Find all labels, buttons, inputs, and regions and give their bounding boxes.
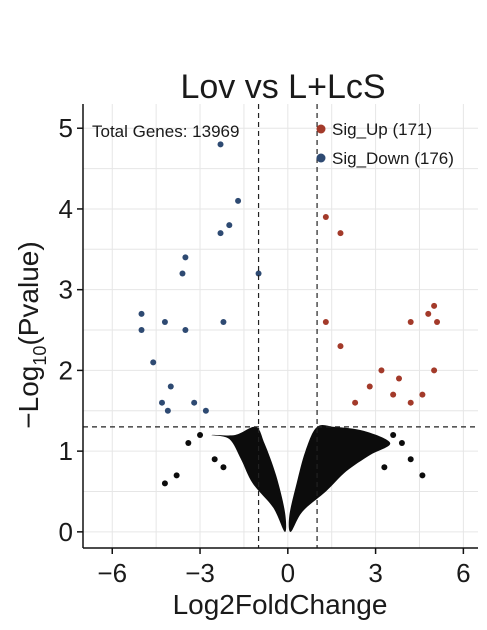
- point-ns: [161, 480, 168, 487]
- ns-cloud-left: [211, 426, 287, 532]
- point-ns: [220, 464, 227, 471]
- point-up: [337, 230, 344, 237]
- point-down: [235, 197, 242, 204]
- x-tick-label: 6: [456, 558, 470, 588]
- point-down: [159, 399, 165, 406]
- point-up: [390, 391, 397, 398]
- point-up: [431, 302, 438, 309]
- point-ns: [398, 440, 405, 447]
- point-up: [396, 375, 402, 382]
- point-down: [179, 270, 186, 277]
- legend-label-down: Sig_Down (176): [332, 149, 454, 168]
- point-up: [419, 391, 426, 398]
- nonsignificant-clouds: [211, 424, 391, 532]
- y-axis-title-suffix: (Pvalue): [13, 241, 44, 345]
- point-up: [434, 318, 441, 325]
- total-genes-annotation: Total Genes: 13969: [92, 122, 239, 141]
- point-up: [322, 214, 329, 221]
- point-ns: [211, 456, 218, 463]
- point-ns: [390, 431, 397, 438]
- point-up: [322, 318, 329, 325]
- y-tick-label: 2: [59, 355, 73, 385]
- legend-marker-down: [316, 153, 326, 163]
- point-ns: [360, 452, 367, 459]
- point-ns: [185, 440, 192, 447]
- y-tick-label: 1: [59, 436, 73, 466]
- grid-lines: [83, 104, 478, 548]
- point-down: [202, 407, 209, 414]
- point-down: [255, 270, 262, 277]
- x-axis-title: Log2FoldChange: [173, 589, 388, 620]
- point-down: [226, 222, 233, 229]
- point-ns: [197, 431, 204, 438]
- threshold-lines: [83, 104, 478, 548]
- point-down: [217, 230, 224, 237]
- point-down: [182, 327, 189, 334]
- point-down: [167, 383, 174, 390]
- x-tick-label: −3: [185, 558, 215, 588]
- point-ns: [381, 464, 388, 471]
- y-axis-title: −Log10(Pvalue): [13, 241, 50, 428]
- point-down: [182, 254, 189, 261]
- ns-cloud-right: [288, 424, 391, 532]
- point-up: [431, 367, 438, 374]
- points-layer: [138, 141, 441, 487]
- point-up: [407, 318, 414, 325]
- point-ns: [407, 456, 414, 463]
- point-down: [161, 318, 168, 325]
- y-tick-label: 4: [59, 194, 73, 224]
- chart-title: Lov vs L+LcS: [180, 68, 385, 106]
- x-tick-label: −6: [97, 558, 127, 588]
- axes-frame: [82, 104, 478, 549]
- point-down: [164, 407, 171, 414]
- point-up: [366, 383, 373, 390]
- point-up: [378, 367, 385, 374]
- point-down: [150, 359, 157, 366]
- y-tick-label: 0: [59, 517, 73, 547]
- point-ns: [173, 472, 180, 479]
- point-down: [138, 310, 145, 317]
- point-up: [337, 343, 344, 350]
- point-up: [425, 310, 432, 317]
- point-down: [191, 399, 198, 406]
- y-axis-title-subscript: 10: [30, 346, 50, 366]
- point-down: [138, 327, 145, 334]
- x-tick-label: 3: [368, 558, 382, 588]
- y-axis-title-prefix: −Log: [13, 366, 44, 429]
- x-tick-label: 0: [281, 558, 295, 588]
- point-down: [217, 141, 224, 148]
- axis-ticks: −6 −3 0 3 6 0 1 2 3 4 5: [59, 113, 471, 588]
- point-down: [220, 318, 227, 325]
- legend-marker-up: [316, 124, 326, 134]
- point-up: [407, 399, 414, 406]
- legend-label-up: Sig_Up (171): [332, 120, 432, 139]
- point-ns: [419, 472, 426, 479]
- legend: Sig_Up (171) Sig_Down (176): [316, 120, 454, 168]
- y-tick-label: 3: [59, 275, 73, 305]
- y-tick-label: 5: [59, 113, 73, 143]
- point-up: [352, 399, 359, 406]
